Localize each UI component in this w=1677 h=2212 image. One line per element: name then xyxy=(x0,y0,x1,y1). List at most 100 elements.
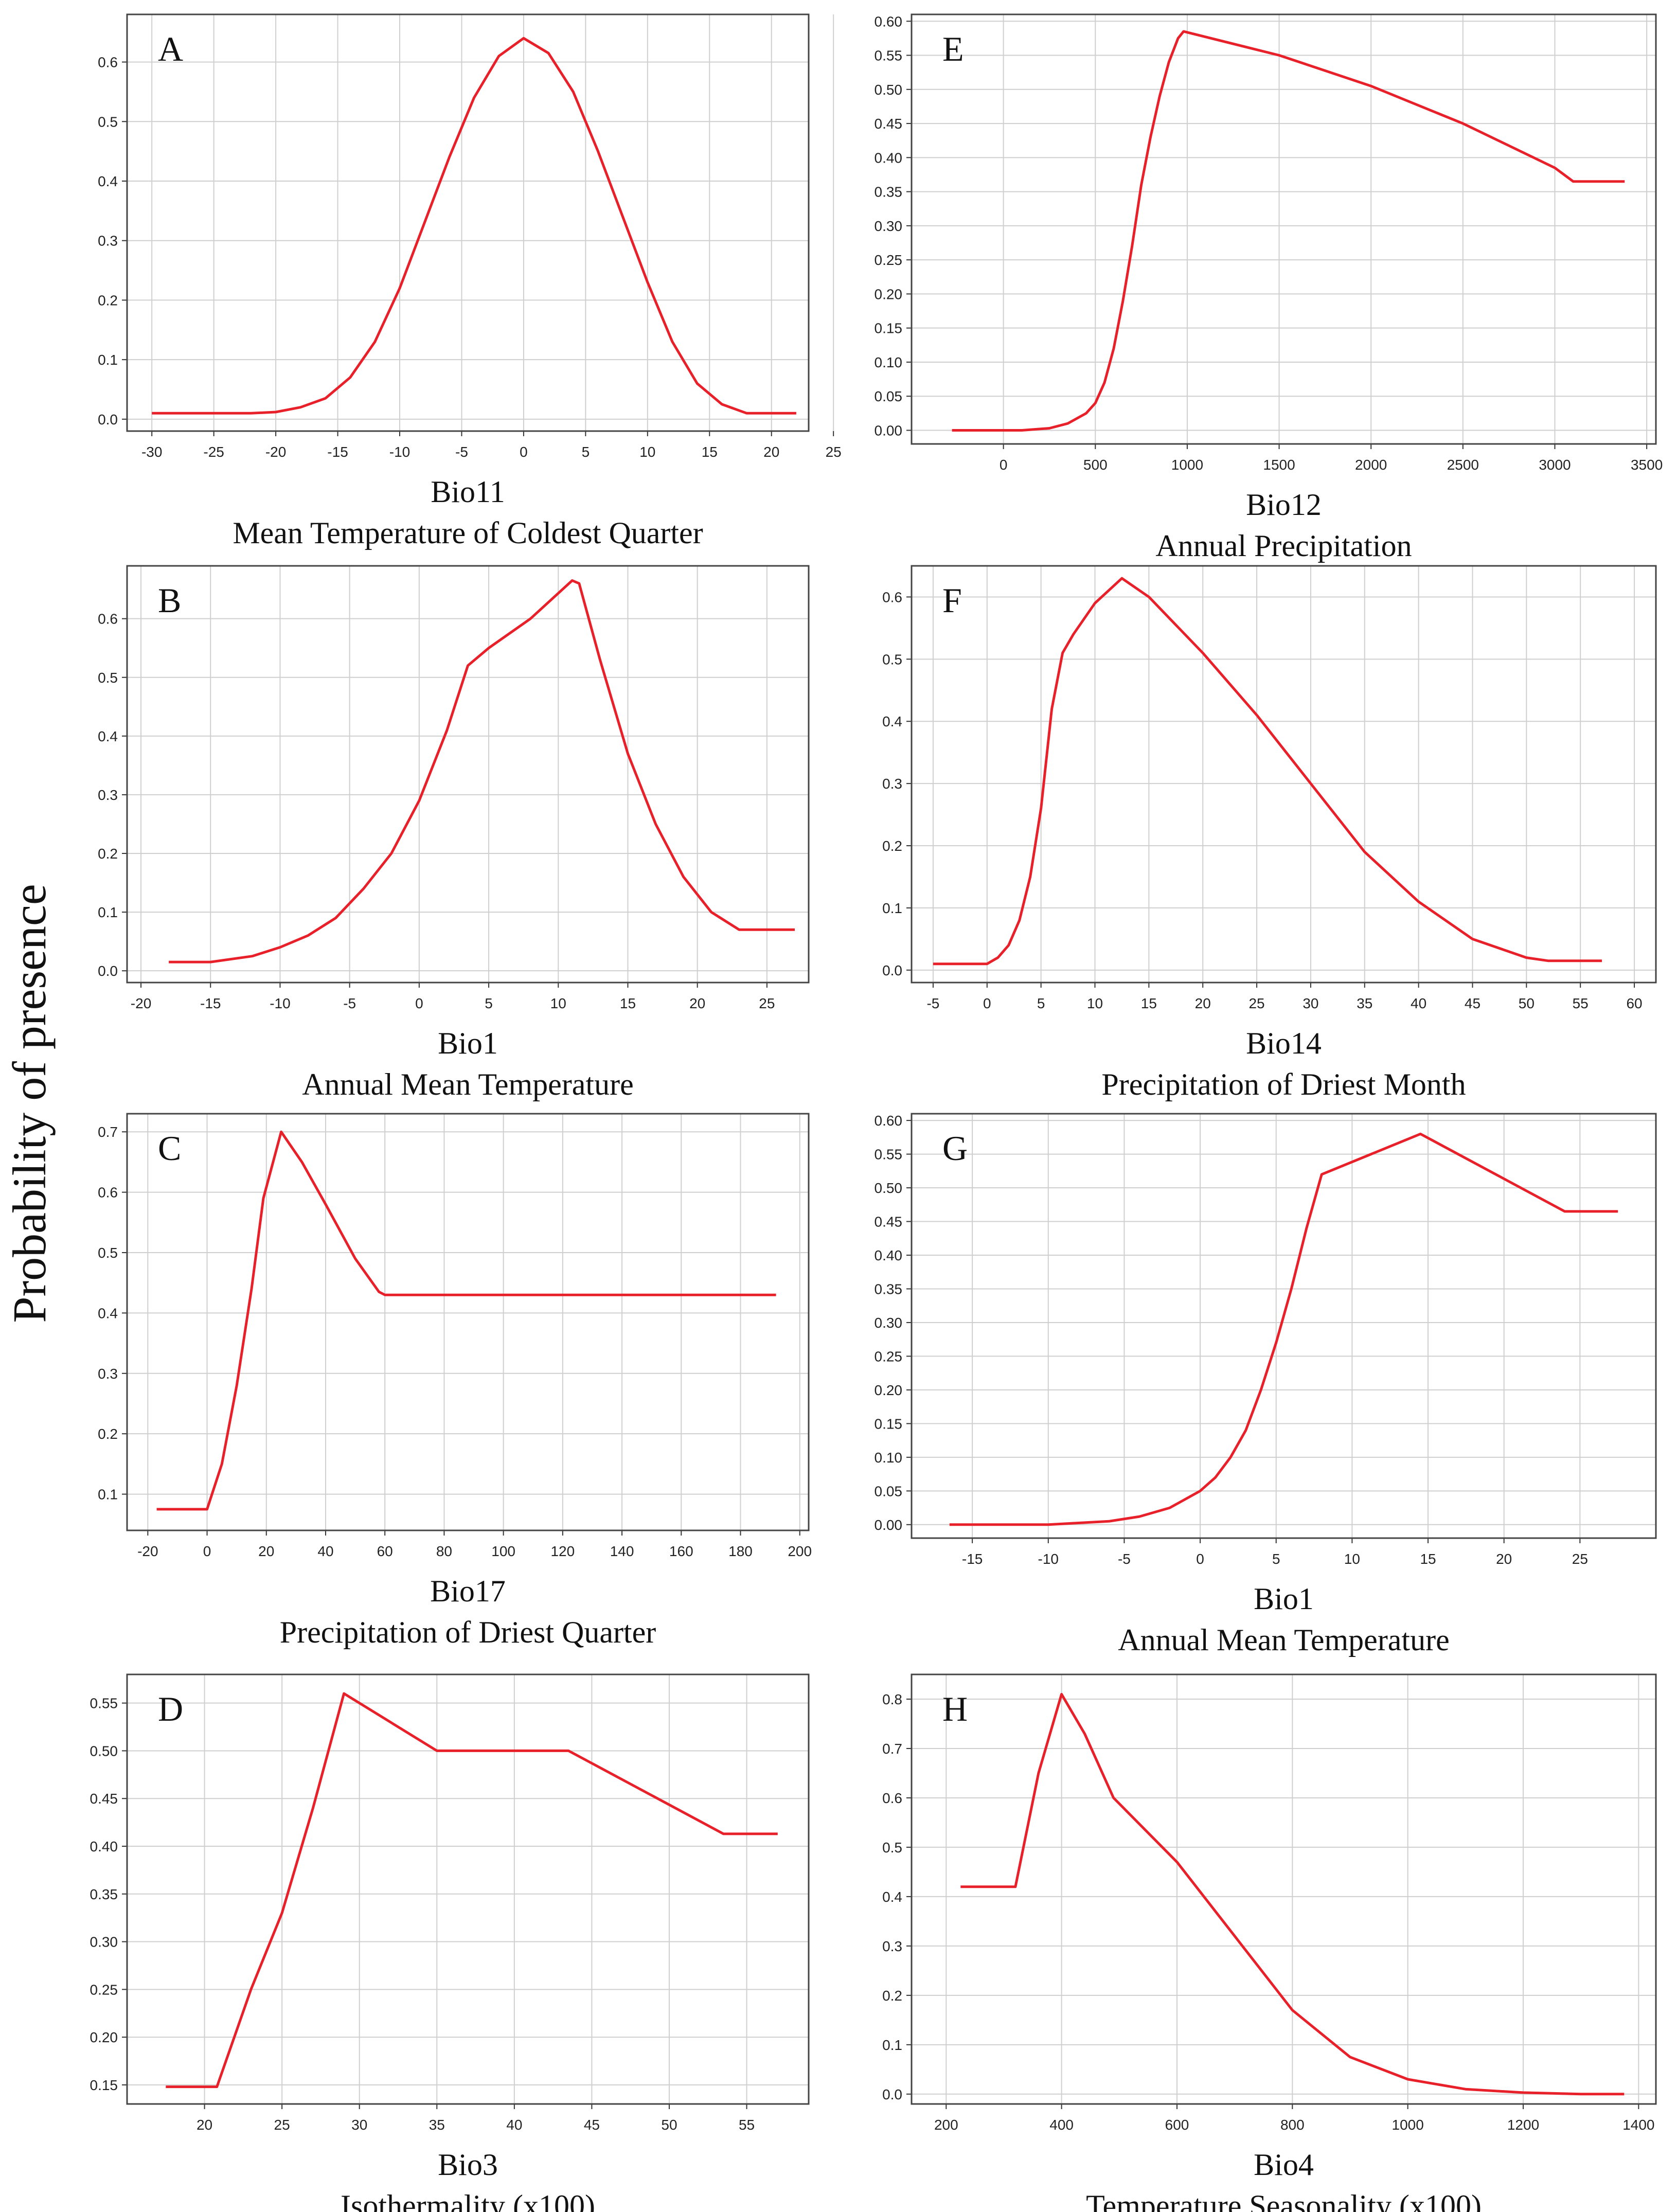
chart-panel-f: -5 0 5 10 15 20 25 30 35 40 45 50 55 60 0.0 0.1 0.2 0.3 0.… xyxy=(882,565,1657,1101)
x-tick-label: 60 xyxy=(1626,995,1642,1011)
x-tick-label: 400 xyxy=(1049,2117,1074,2133)
variable-title: Annual Precipitation xyxy=(1155,529,1412,563)
x-tick-label: 3000 xyxy=(1539,457,1571,473)
x-tick-label: 55 xyxy=(739,2117,755,2133)
plot-frame xyxy=(911,565,1657,984)
y-tick-label: 0.1 xyxy=(98,904,118,920)
x-tick-label: 20 xyxy=(1195,995,1211,1011)
y-tick-label: 0.5 xyxy=(98,670,118,686)
y-tick-label: 0.6 xyxy=(882,1790,902,1806)
variable-title: Isothermality (x100) xyxy=(341,2189,595,2212)
y-tick-label: 0.40 xyxy=(875,1247,903,1263)
y-tick-label: 0.4 xyxy=(882,1889,902,1905)
chart-panel-g: -15 -10 -5 0 5 10 15 20 25 0.00 0.05 0.10 0.15 0.20 0.… xyxy=(875,1113,1657,1657)
y-tick-label: 0.10 xyxy=(875,1450,903,1466)
y-tick-label: 0.40 xyxy=(875,150,903,166)
panel-letter: C xyxy=(158,1129,181,1168)
y-tick-label: 0.3 xyxy=(98,233,118,249)
x-tick-label: 5 xyxy=(582,444,590,460)
x-tick-label: 0 xyxy=(415,995,423,1011)
y-tick-label: 0.4 xyxy=(98,728,118,744)
y-tick-label: 0.50 xyxy=(875,1180,903,1196)
y-tick-label: 0.50 xyxy=(875,82,903,98)
x-tick-label: 600 xyxy=(1165,2117,1189,2133)
y-tick-label: 0.40 xyxy=(90,1839,118,1854)
x-tick-label: 800 xyxy=(1280,2117,1305,2133)
panel-letter: D xyxy=(158,1689,183,1728)
y-tick-label: 0.1 xyxy=(882,2037,902,2053)
x-tick-label: -5 xyxy=(1118,1551,1131,1567)
y-tick-label: 0.50 xyxy=(90,1743,118,1759)
x-tick-label: 0 xyxy=(203,1543,211,1559)
x-tick-label: 5 xyxy=(485,995,493,1011)
y-tick-label: 0.2 xyxy=(98,846,118,862)
x-tick-label: 55 xyxy=(1573,995,1589,1011)
variable-code: Bio4 xyxy=(1254,2148,1314,2182)
x-tick-label: 25 xyxy=(1248,995,1264,1011)
y-tick-label: 0.0 xyxy=(882,2086,902,2102)
y-tick-label: 0.0 xyxy=(882,962,902,978)
x-tick-label: 60 xyxy=(377,1543,393,1559)
plot-frame xyxy=(126,565,810,984)
chart-panel-h: 200 400 600 800 1000 1200 1400 0.0 0.1 0.2 0.3 0.4 0… xyxy=(882,1673,1657,2212)
y-tick-label: 0.2 xyxy=(882,1988,902,2004)
x-tick-label: 45 xyxy=(584,2117,600,2133)
x-tick-label: 40 xyxy=(317,1543,333,1559)
y-tick-label: 0.25 xyxy=(875,252,903,268)
response-curve xyxy=(169,579,795,964)
x-tick-label: -20 xyxy=(131,995,151,1011)
x-tick-label: 20 xyxy=(197,2117,212,2133)
response-curve xyxy=(166,1692,778,2089)
x-tick-label: 20 xyxy=(1496,1551,1512,1567)
x-tick-label: 100 xyxy=(491,1543,515,1559)
x-tick-label: 2000 xyxy=(1355,457,1387,473)
x-tick-label: -15 xyxy=(200,995,221,1011)
y-tick-label: 0.45 xyxy=(90,1791,118,1807)
x-tick-label: -15 xyxy=(327,444,348,460)
chart-panel-a: -30 -25 -20 -15 -10 -5 0 5 10 15 20 25 0.0 0.1 0.2 0.3 0… xyxy=(98,13,842,550)
y-tick-label: 0.45 xyxy=(875,116,903,132)
response-curve xyxy=(952,30,1625,432)
y-tick-label: 0.2 xyxy=(98,1426,118,1442)
y-tick-label: 0.60 xyxy=(875,13,903,29)
x-tick-label: 25 xyxy=(759,995,775,1011)
x-tick-label: 200 xyxy=(788,1543,812,1559)
x-tick-label: 180 xyxy=(728,1543,753,1559)
y-tick-label: 0.55 xyxy=(90,1696,118,1711)
y-tick-label: 0.5 xyxy=(882,1840,902,1856)
x-tick-label: 15 xyxy=(1420,1551,1436,1567)
y-tick-label: 0.15 xyxy=(90,2077,118,2093)
panel-letter: F xyxy=(942,581,962,620)
y-tick-label: 0.25 xyxy=(875,1348,903,1364)
variable-title: Annual Mean Temperature xyxy=(1118,1623,1449,1657)
x-tick-label: -20 xyxy=(265,444,286,460)
x-tick-label: 25 xyxy=(1572,1551,1588,1567)
x-tick-label: 15 xyxy=(620,995,636,1011)
plot-frame xyxy=(126,13,810,432)
response-curve xyxy=(949,1132,1618,1526)
y-tick-label: 0.4 xyxy=(98,1305,118,1321)
y-tick-label: 0.1 xyxy=(98,352,118,368)
y-tick-label: 0.5 xyxy=(98,1245,118,1261)
y-tick-label: 0.15 xyxy=(875,1416,903,1432)
y-tick-label: 0.30 xyxy=(875,218,903,234)
x-tick-label: 10 xyxy=(1344,1551,1360,1567)
panel-letter: G xyxy=(942,1129,968,1168)
plot-frame xyxy=(126,1673,810,2105)
y-tick-label: 0.6 xyxy=(882,589,902,605)
x-tick-label: 1000 xyxy=(1171,457,1203,473)
panel-letter: A xyxy=(158,29,183,68)
y-tick-label: 0.60 xyxy=(875,1113,903,1129)
y-tick-label: 0.5 xyxy=(98,114,118,130)
y-tick-label: 0.10 xyxy=(875,354,903,370)
variable-title: Mean Temperature of Coldest Quarter xyxy=(233,516,703,550)
x-tick-label: 15 xyxy=(702,444,718,460)
x-tick-label: 10 xyxy=(550,995,566,1011)
variable-code: Bio17 xyxy=(430,1574,506,1608)
panel-letter: B xyxy=(158,581,181,620)
y-tick-label: 0.55 xyxy=(875,1147,903,1163)
plot-frame xyxy=(911,1113,1657,1539)
chart-panel-d: 20 25 30 35 40 45 50 55 0.15 0.20 0.25 0.30 0.35 0.40… xyxy=(90,1673,810,2212)
chart-panel-c: -20 0 20 40 60 80 100 120 140 160 180 200 0.1 0.2 0.3 0… xyxy=(98,1113,812,1649)
